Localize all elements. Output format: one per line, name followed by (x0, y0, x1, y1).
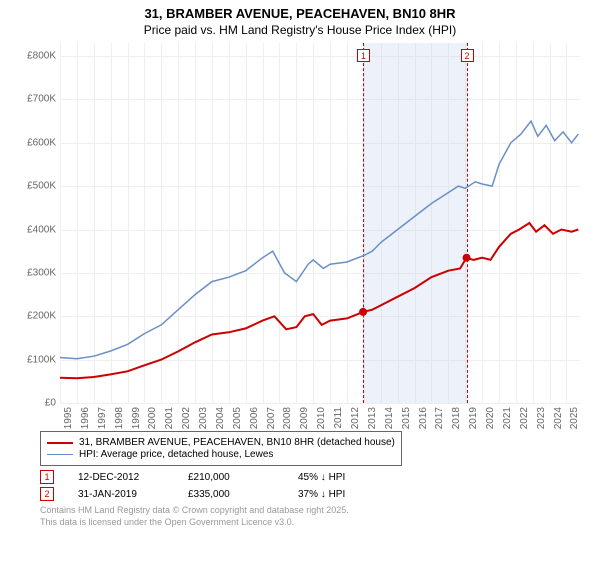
chart: £0 £100K £200K £300K £400K £500K £600K £700K £80… (20, 43, 580, 423)
footer: Contains HM Land Registry data © Crown c… (40, 505, 580, 528)
x-tick-label: 2014 (384, 407, 395, 429)
marker-table: 1 12-DEC-2012£210,00045% ↓ HPI 2 31-JAN-201… (40, 470, 580, 501)
x-tick-label: 2008 (282, 407, 293, 429)
x-tick-label: 2019 (468, 407, 479, 429)
x-tick-label: 2023 (536, 407, 547, 429)
x-tick-label: 2006 (249, 407, 260, 429)
line-layer (60, 43, 580, 403)
x-tick-label: 2007 (266, 407, 277, 429)
y-tick-label: £300K (27, 267, 56, 278)
marker-delta: 37% ↓ HPI (298, 489, 408, 500)
legend: 31, BRAMBER AVENUE, PEACEHAVEN, BN10 8HR… (40, 431, 402, 466)
x-tick-label: 2000 (147, 407, 158, 429)
marker-point (463, 254, 471, 262)
x-tick-label: 2002 (181, 407, 192, 429)
x-tick-label: 1996 (80, 407, 91, 429)
x-tick-label: 2025 (569, 407, 580, 429)
x-tick-label: 2015 (401, 407, 412, 429)
x-tick-label: 2005 (232, 407, 243, 429)
x-tick-label: 2004 (215, 407, 226, 429)
x-tick-label: 2021 (502, 407, 513, 429)
x-tick-label: 2013 (367, 407, 378, 429)
y-tick-label: £600K (27, 137, 56, 148)
page-subtitle: Price paid vs. HM Land Registry's House … (0, 23, 600, 37)
x-tick-label: 1998 (114, 407, 125, 429)
y-tick-label: £700K (27, 94, 56, 105)
legend-item: 31, BRAMBER AVENUE, PEACEHAVEN, BN10 8HR… (47, 437, 395, 448)
legend-item: HPI: Average price, detached house, Lewe… (47, 449, 395, 460)
y-tick-label: £500K (27, 181, 56, 192)
x-tick-label: 2024 (553, 407, 564, 429)
marker-date: 12-DEC-2012 (78, 472, 188, 483)
marker-row: 2 31-JAN-2019£335,00037% ↓ HPI (40, 487, 580, 501)
marker-date: 31-JAN-2019 (78, 489, 188, 500)
marker-row: 1 12-DEC-2012£210,00045% ↓ HPI (40, 470, 580, 484)
y-tick-label: £100K (27, 354, 56, 365)
x-tick-label: 1997 (97, 407, 108, 429)
x-tick-label: 1995 (63, 407, 74, 429)
x-tick-label: 2018 (451, 407, 462, 429)
footer-line: Contains HM Land Registry data © Crown c… (40, 505, 580, 517)
x-tick-label: 1999 (131, 407, 142, 429)
y-tick-label: £800K (27, 51, 56, 62)
x-tick-label: 2016 (418, 407, 429, 429)
footer-line: This data is licensed under the Open Gov… (40, 517, 580, 529)
x-tick-label: 2001 (164, 407, 175, 429)
y-tick-label: £200K (27, 311, 56, 322)
x-tick-label: 2022 (519, 407, 530, 429)
legend-label: 31, BRAMBER AVENUE, PEACEHAVEN, BN10 8HR… (79, 437, 395, 448)
marker-num-box: 1 (40, 470, 54, 484)
x-tick-label: 2020 (485, 407, 496, 429)
x-tick-label: 2010 (316, 407, 327, 429)
legend-label: HPI: Average price, detached house, Lewe… (79, 449, 273, 460)
y-tick-label: £0 (45, 398, 56, 409)
x-tick-label: 2011 (333, 407, 344, 429)
legend-swatch (47, 454, 73, 455)
y-tick-label: £400K (27, 224, 56, 235)
x-tick-label: 2009 (299, 407, 310, 429)
series-property (60, 223, 578, 378)
marker-num-box: 2 (40, 487, 54, 501)
y-axis: £0£100K£200K£300K£400K£500K£600K£700K£80… (20, 43, 60, 403)
legend-swatch (47, 442, 73, 444)
x-tick-label: 2012 (350, 407, 361, 429)
marker-delta: 45% ↓ HPI (298, 472, 408, 483)
page-title: 31, BRAMBER AVENUE, PEACEHAVEN, BN10 8HR (0, 6, 600, 21)
marker-price: £210,000 (188, 472, 298, 483)
x-tick-label: 2003 (198, 407, 209, 429)
x-axis: 1995199619971998199920002001200220032004… (60, 405, 580, 425)
x-tick-label: 2017 (434, 407, 445, 429)
plot-area: 12 (60, 43, 580, 403)
marker-price: £335,000 (188, 489, 298, 500)
marker-point (359, 308, 367, 316)
